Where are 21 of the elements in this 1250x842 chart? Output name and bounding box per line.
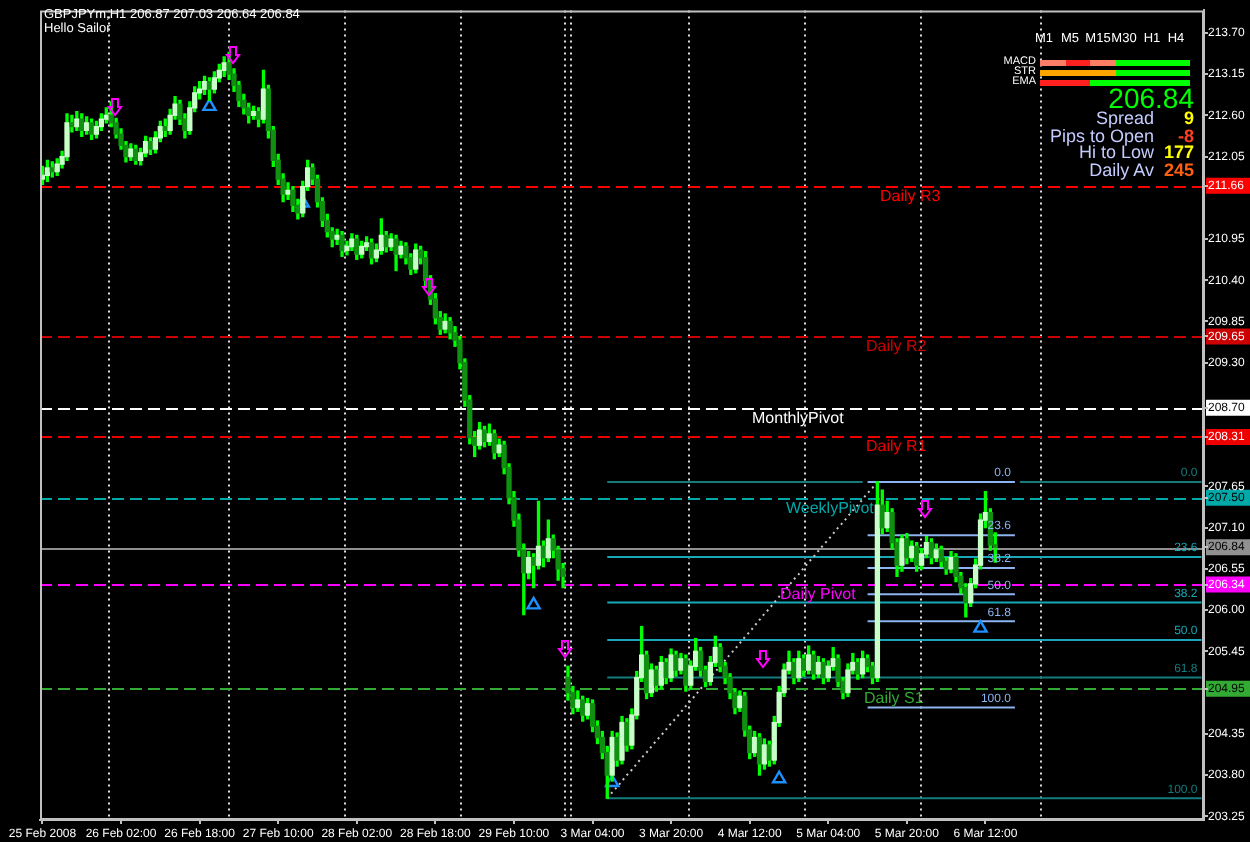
- annotation: 245: [1163, 160, 1194, 181]
- annotation: -8: [1177, 125, 1194, 146]
- annotation: Hi to Low: [1078, 142, 1154, 163]
- point: [202, 98, 217, 112]
- ref-line-label: MonthlyPivot: [752, 409, 846, 428]
- ref-line-label: Daily Pivot: [780, 585, 858, 604]
- annotation: Spread: [1095, 108, 1154, 128]
- annotation: Pips to Open: [1049, 125, 1154, 146]
- annotation: 177: [1163, 142, 1194, 163]
- ref-line-label: WeeklyPivot: [786, 499, 876, 518]
- point: [526, 596, 541, 610]
- ref-line-label: Daily R3: [880, 187, 942, 206]
- point: [973, 619, 988, 633]
- annotation: 206.84: [1108, 81, 1194, 113]
- ref-line-label: Daily S1: [864, 689, 925, 708]
- annotation: Daily Av: [1089, 160, 1154, 181]
- annotation: 9: [1183, 108, 1194, 128]
- point: [771, 770, 787, 784]
- ref-line-label: Daily R2: [866, 337, 928, 356]
- ref-line-label: Daily R1: [866, 437, 928, 456]
- point: [604, 774, 620, 788]
